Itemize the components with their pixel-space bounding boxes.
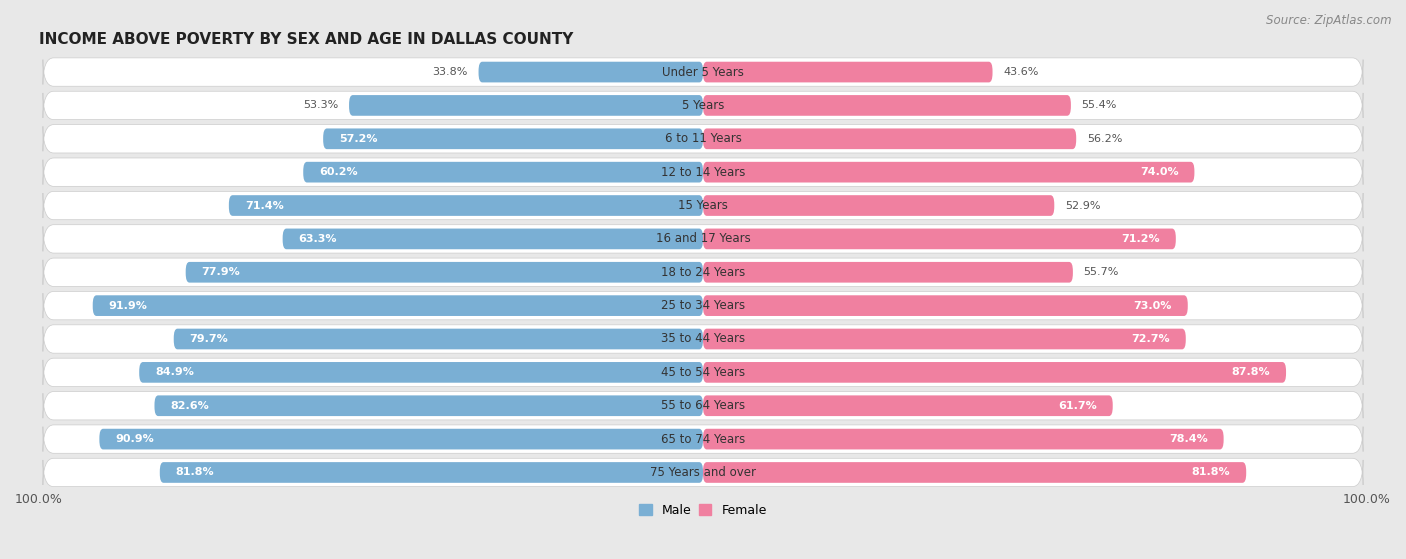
FancyBboxPatch shape	[703, 395, 1112, 416]
FancyBboxPatch shape	[174, 329, 703, 349]
FancyBboxPatch shape	[703, 195, 1054, 216]
Text: 71.2%: 71.2%	[1121, 234, 1160, 244]
Text: 55.7%: 55.7%	[1084, 267, 1119, 277]
Text: 35 to 44 Years: 35 to 44 Years	[661, 333, 745, 345]
Text: 78.4%: 78.4%	[1168, 434, 1208, 444]
FancyBboxPatch shape	[349, 95, 703, 116]
FancyBboxPatch shape	[703, 162, 1195, 182]
FancyBboxPatch shape	[304, 162, 703, 182]
FancyBboxPatch shape	[160, 462, 703, 483]
Legend: Male, Female: Male, Female	[634, 499, 772, 522]
Text: 73.0%: 73.0%	[1133, 301, 1171, 311]
Text: 56.2%: 56.2%	[1087, 134, 1122, 144]
Text: 84.9%: 84.9%	[155, 367, 194, 377]
Text: 52.9%: 52.9%	[1064, 201, 1101, 211]
FancyBboxPatch shape	[703, 95, 1071, 116]
FancyBboxPatch shape	[703, 262, 1073, 283]
FancyBboxPatch shape	[478, 61, 703, 82]
FancyBboxPatch shape	[703, 295, 1188, 316]
Text: 75 Years and over: 75 Years and over	[650, 466, 756, 479]
Text: 91.9%: 91.9%	[108, 301, 148, 311]
Text: 81.8%: 81.8%	[1192, 467, 1230, 477]
Text: 81.8%: 81.8%	[176, 467, 214, 477]
FancyBboxPatch shape	[44, 191, 1362, 220]
FancyBboxPatch shape	[44, 425, 1362, 453]
FancyBboxPatch shape	[44, 325, 1362, 353]
Text: 45 to 54 Years: 45 to 54 Years	[661, 366, 745, 379]
Text: 60.2%: 60.2%	[319, 167, 357, 177]
Text: 90.9%: 90.9%	[115, 434, 155, 444]
Text: 33.8%: 33.8%	[433, 67, 468, 77]
Text: 16 and 17 Years: 16 and 17 Years	[655, 233, 751, 245]
FancyBboxPatch shape	[703, 362, 1286, 383]
FancyBboxPatch shape	[703, 229, 1175, 249]
FancyBboxPatch shape	[44, 258, 1362, 286]
FancyBboxPatch shape	[323, 129, 703, 149]
Text: 71.4%: 71.4%	[245, 201, 284, 211]
FancyBboxPatch shape	[93, 295, 703, 316]
Text: 18 to 24 Years: 18 to 24 Years	[661, 266, 745, 279]
FancyBboxPatch shape	[283, 229, 703, 249]
Text: 79.7%: 79.7%	[190, 334, 228, 344]
Text: 25 to 34 Years: 25 to 34 Years	[661, 299, 745, 312]
Text: INCOME ABOVE POVERTY BY SEX AND AGE IN DALLAS COUNTY: INCOME ABOVE POVERTY BY SEX AND AGE IN D…	[39, 32, 574, 47]
Text: 82.6%: 82.6%	[170, 401, 209, 411]
FancyBboxPatch shape	[139, 362, 703, 383]
FancyBboxPatch shape	[44, 358, 1362, 386]
FancyBboxPatch shape	[44, 225, 1362, 253]
Text: 87.8%: 87.8%	[1232, 367, 1270, 377]
Text: 63.3%: 63.3%	[298, 234, 337, 244]
Text: 57.2%: 57.2%	[339, 134, 378, 144]
Text: 65 to 74 Years: 65 to 74 Years	[661, 433, 745, 446]
Text: Under 5 Years: Under 5 Years	[662, 65, 744, 79]
Text: 74.0%: 74.0%	[1140, 167, 1178, 177]
Text: 53.3%: 53.3%	[304, 101, 339, 111]
FancyBboxPatch shape	[44, 291, 1362, 320]
Text: 77.9%: 77.9%	[201, 267, 240, 277]
FancyBboxPatch shape	[44, 91, 1362, 120]
FancyBboxPatch shape	[44, 391, 1362, 420]
FancyBboxPatch shape	[703, 462, 1246, 483]
FancyBboxPatch shape	[186, 262, 703, 283]
Text: 55 to 64 Years: 55 to 64 Years	[661, 399, 745, 412]
FancyBboxPatch shape	[44, 458, 1362, 487]
FancyBboxPatch shape	[44, 158, 1362, 186]
Text: 15 Years: 15 Years	[678, 199, 728, 212]
FancyBboxPatch shape	[703, 61, 993, 82]
Text: 5 Years: 5 Years	[682, 99, 724, 112]
Text: 6 to 11 Years: 6 to 11 Years	[665, 132, 741, 145]
Text: 12 to 14 Years: 12 to 14 Years	[661, 165, 745, 179]
FancyBboxPatch shape	[703, 329, 1185, 349]
FancyBboxPatch shape	[703, 429, 1223, 449]
Text: Source: ZipAtlas.com: Source: ZipAtlas.com	[1267, 14, 1392, 27]
FancyBboxPatch shape	[229, 195, 703, 216]
Text: 61.7%: 61.7%	[1059, 401, 1097, 411]
Text: 55.4%: 55.4%	[1081, 101, 1116, 111]
FancyBboxPatch shape	[100, 429, 703, 449]
Text: 72.7%: 72.7%	[1132, 334, 1170, 344]
FancyBboxPatch shape	[155, 395, 703, 416]
Text: 43.6%: 43.6%	[1002, 67, 1039, 77]
FancyBboxPatch shape	[703, 129, 1076, 149]
FancyBboxPatch shape	[44, 58, 1362, 86]
FancyBboxPatch shape	[44, 125, 1362, 153]
